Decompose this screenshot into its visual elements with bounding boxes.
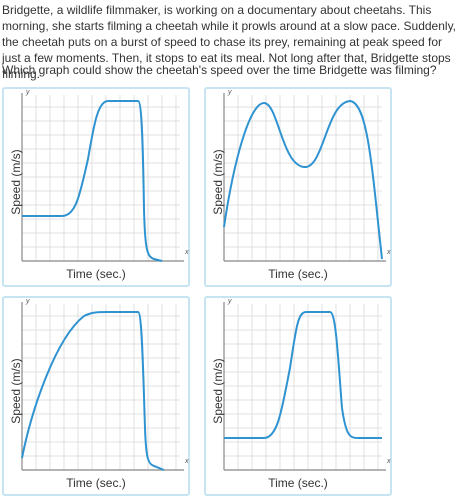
question-prompt: Which graph could show the cheetah's spe… — [2, 63, 437, 77]
y-axis-label: Speed (m/s) — [9, 358, 23, 424]
y-axis-letter: y — [228, 298, 232, 305]
speed-curve — [22, 100, 163, 262]
speed-curve — [223, 99, 383, 260]
answer-choice-graph-a[interactable]: y x Speed (m/s) Time (sec.) — [2, 87, 190, 287]
problem-passage: Bridgette, a wildlife filmmaker, is work… — [2, 3, 457, 81]
answer-choice-graph-c[interactable]: y x Speed (m/s) Time (sec.) — [2, 296, 190, 496]
x-axis-label: Time (sec.) — [66, 476, 126, 490]
graph-b-plot — [223, 93, 386, 262]
x-axis-letter: x — [387, 458, 391, 465]
answer-choice-graph-b[interactable]: y x Speed (m/s) Time (sec.) — [204, 87, 392, 287]
x-axis-label: Time (sec.) — [268, 476, 328, 490]
y-axis-label: Speed (m/s) — [9, 149, 23, 215]
speed-curve — [224, 311, 382, 439]
graph-d-plot — [223, 302, 386, 471]
graph-b-grid — [224, 95, 382, 261]
graph-a-plot — [21, 93, 184, 262]
y-axis-letter: y — [26, 89, 30, 96]
x-axis-letter: x — [185, 458, 189, 465]
graph-a-grid — [22, 95, 180, 261]
y-axis-letter: y — [228, 89, 232, 96]
x-axis-letter: x — [185, 249, 189, 256]
x-axis-letter: x — [387, 249, 391, 256]
y-axis-label: Speed (m/s) — [211, 149, 225, 215]
speed-curve — [21, 311, 165, 471]
y-axis-letter: y — [26, 298, 30, 305]
graph-c-plot — [21, 302, 184, 471]
x-axis-label: Time (sec.) — [66, 267, 126, 281]
answer-choice-graph-d[interactable]: y x Speed (m/s) Time (sec.) — [204, 296, 392, 496]
graph-c-grid — [22, 304, 180, 470]
graph-d-grid — [224, 304, 382, 470]
x-axis-label: Time (sec.) — [268, 267, 328, 281]
y-axis-label: Speed (m/s) — [211, 358, 225, 424]
